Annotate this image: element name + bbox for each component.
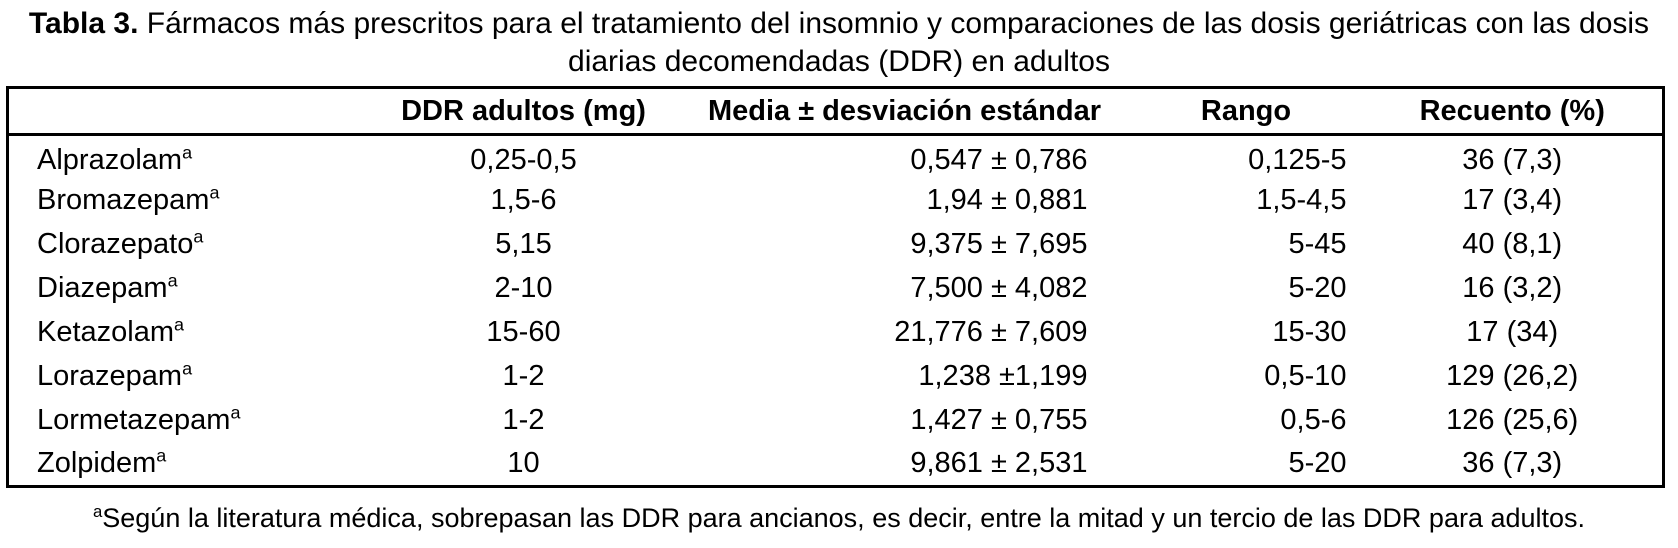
footnote-text: Según la literatura médica, sobrepasan l… — [102, 503, 1586, 533]
recuento-cell: 17 (34) — [1466, 316, 1559, 348]
recuento-cell: 36 (7,3) — [1462, 447, 1563, 480]
drug-name: Lorazepam — [37, 360, 183, 392]
rango-cell: 0,5-10 — [1264, 360, 1347, 392]
table-caption: Tabla 3. Fármacos más prescritos para el… — [0, 5, 1678, 81]
footnote-marker-sup: a — [182, 142, 193, 163]
recuento-cell: 36 (7,3) — [1462, 143, 1563, 176]
drug-name: Diazepam — [37, 272, 168, 304]
ddr-cell: 15-60 — [486, 316, 561, 348]
recuento-cell: 40 (8,1) — [1462, 228, 1563, 260]
drug-name: Zolpidem — [37, 447, 157, 480]
drug-table-container: DDR adultos (mg) Media ± desviación está… — [6, 86, 1665, 488]
table-row: Lormetazepama 1-2 1,427 ± 0,755 0,5-6 12… — [8, 399, 1664, 443]
drug-name: Ketazolam — [37, 316, 175, 348]
drug-name-cell: Alprazolama — [8, 135, 368, 179]
footnote-marker-sup: a — [174, 314, 185, 335]
drug-name-cell: Clorazepatoa — [8, 223, 368, 267]
footnote-marker-sup: a — [230, 402, 241, 423]
header-media-desviacion: Media ± desviación estándar — [679, 87, 1130, 136]
ddr-cell: 10 — [507, 447, 540, 480]
table-caption-label: Tabla 3. — [28, 7, 139, 40]
table-row: Ketazolama 15-60 21,776 ± 7,609 15-30 17… — [8, 311, 1664, 355]
table-caption-text: Fármacos más prescritos para el tratamie… — [138, 7, 1650, 78]
media-cell: 21,776 ± 7,609 — [894, 316, 1088, 348]
rango-cell: 5-20 — [1288, 272, 1347, 304]
header-ddr-adultos: DDR adultos (mg) — [367, 87, 680, 136]
recuento-cell: 17 (3,4) — [1462, 184, 1563, 216]
media-cell: 9,375 ± 7,695 — [910, 228, 1088, 260]
drug-name: Alprazolam — [37, 143, 183, 176]
ddr-cell: 1,5-6 — [490, 184, 557, 216]
recuento-cell: 129 (26,2) — [1446, 360, 1579, 392]
table-row: Bromazepama 1,5-6 1,94 ± 0,881 1,5-4,5 1… — [8, 179, 1664, 223]
table-row: Zolpidema 10 9,861 ± 2,531 5-20 36 (7,3) — [8, 443, 1664, 487]
header-recuento: Recuento (%) — [1362, 87, 1664, 136]
table-row: Alprazolama 0,25-0,5 0,547 ± 0,786 0,125… — [8, 135, 1664, 179]
table-row: Clorazepatoa 5,15 9,375 ± 7,695 5-45 40 … — [8, 223, 1664, 267]
header-row: DDR adultos (mg) Media ± desviación está… — [7, 87, 1664, 136]
rango-cell: 5-45 — [1288, 228, 1347, 260]
table-row: Lorazepama 1-2 1,238 ±1,199 0,5-10 129 (… — [8, 355, 1664, 399]
recuento-cell: 126 (25,6) — [1446, 404, 1579, 436]
recuento-cell: 16 (3,2) — [1462, 272, 1563, 304]
ddr-cell: 1-2 — [502, 360, 545, 392]
media-cell: 1,427 ± 0,755 — [910, 404, 1088, 436]
drug-name: Clorazepato — [37, 228, 194, 260]
drug-name-cell: Lorazepama — [8, 355, 368, 399]
table-header: DDR adultos (mg) Media ± desviación está… — [7, 87, 1664, 136]
media-cell: 0,547 ± 0,786 — [910, 143, 1088, 176]
drug-name-cell: Lormetazepama — [8, 399, 368, 443]
ddr-cell: 5,15 — [495, 228, 552, 260]
ddr-cell: 1-2 — [502, 404, 545, 436]
footnote-marker: a — [92, 502, 103, 521]
media-cell: 7,500 ± 4,082 — [910, 272, 1088, 304]
media-cell: 1,238 ±1,199 — [918, 360, 1088, 392]
media-cell: 9,861 ± 2,531 — [910, 447, 1088, 480]
footnote-marker-sup: a — [156, 445, 167, 466]
table-footnote: aSegún la literatura médica, sobrepasan … — [0, 501, 1678, 535]
rango-cell: 0,5-6 — [1280, 404, 1347, 436]
footnote-marker-sup: a — [167, 270, 178, 291]
footnote-marker-sup: a — [193, 226, 204, 247]
drug-name: Lormetazepam — [37, 404, 231, 436]
rango-cell: 1,5-4,5 — [1256, 184, 1347, 216]
media-cell: 1,94 ± 0,881 — [926, 184, 1088, 216]
footnote-marker-sup: a — [182, 358, 193, 379]
header-drug — [7, 87, 368, 136]
drug-table: DDR adultos (mg) Media ± desviación está… — [6, 86, 1665, 488]
drug-name-cell: Diazepama — [8, 267, 368, 311]
ddr-cell: 2-10 — [494, 272, 553, 304]
ddr-cell: 0,25-0,5 — [470, 143, 577, 176]
header-rango: Rango — [1129, 87, 1363, 136]
rango-cell: 0,125-5 — [1248, 143, 1347, 176]
drug-name-cell: Zolpidema — [8, 443, 368, 487]
rango-cell: 15-30 — [1272, 316, 1347, 348]
drug-name-cell: Bromazepama — [8, 179, 368, 223]
drug-name: Bromazepam — [37, 184, 210, 216]
rango-cell: 5-20 — [1288, 447, 1347, 480]
drug-name-cell: Ketazolama — [8, 311, 368, 355]
table-body: Alprazolama 0,25-0,5 0,547 ± 0,786 0,125… — [8, 135, 1664, 487]
table-row: Diazepama 2-10 7,500 ± 4,082 5-20 16 (3,… — [8, 267, 1664, 311]
footnote-marker-sup: a — [209, 182, 220, 203]
